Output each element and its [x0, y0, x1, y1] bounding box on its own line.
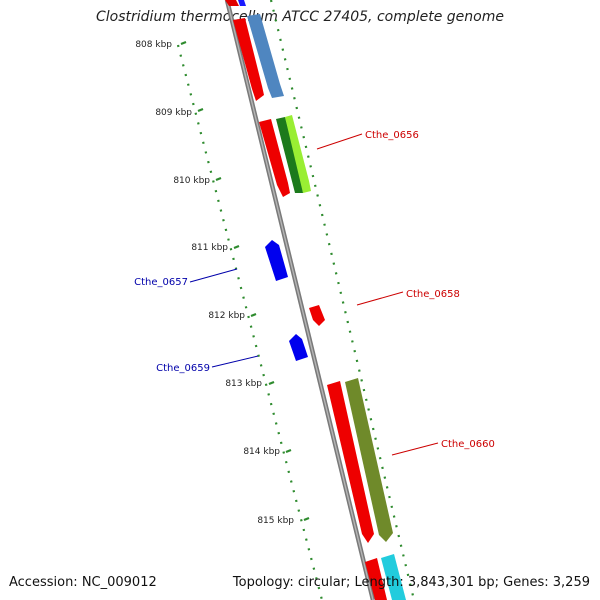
kbp-label: 814 kbp	[243, 447, 280, 457]
gene-feature[interactable]	[225, 0, 239, 6]
kbp-label: 813 kbp	[225, 379, 262, 389]
kbp-label: 809 kbp	[155, 108, 192, 118]
outer-tick-track	[269, 0, 416, 600]
gene-label-cthe-0658[interactable]: Cthe_0658	[406, 289, 460, 300]
gene-feature[interactable]	[233, 18, 264, 101]
gene-feature-cthe-0660[interactable]	[345, 378, 393, 542]
kbp-ticks	[180, 40, 310, 522]
gene-feature[interactable]	[259, 119, 290, 197]
leader-line	[356, 291, 404, 306]
genome-info-text: Topology: circular; Length: 3,843,301 bp…	[232, 575, 590, 590]
gene-feature[interactable]	[327, 381, 374, 543]
kbp-label: 811 kbp	[191, 243, 228, 253]
accession-text: Accession: NC_009012	[9, 575, 157, 590]
inner-tick-track	[176, 44, 324, 600]
leader-line	[316, 133, 363, 150]
leader-line	[391, 442, 439, 456]
genome-backbone-highlight	[226, 0, 374, 600]
leader-line	[189, 268, 238, 283]
kbp-label: 812 kbp	[208, 311, 245, 321]
gene-label-cthe-0657[interactable]: Cthe_0657	[134, 277, 188, 288]
gene-feature[interactable]	[381, 554, 406, 600]
gene-feature[interactable]	[285, 115, 311, 193]
gene-label-cthe-0656[interactable]: Cthe_0656	[365, 130, 419, 141]
gene-feature-cthe-0658[interactable]	[309, 305, 325, 326]
gene-feature-cthe-0657[interactable]	[265, 240, 288, 281]
kbp-label: 808 kbp	[135, 40, 172, 50]
gene-feature[interactable]	[365, 558, 387, 600]
gene-feature[interactable]	[247, 14, 284, 98]
gene-feature-cthe-0659[interactable]	[289, 334, 308, 361]
gene-feature[interactable]	[238, 0, 246, 6]
gene-label-cthe-0659[interactable]: Cthe_0659	[156, 363, 210, 374]
leader-line	[211, 355, 259, 368]
gene-label-cthe-0660[interactable]: Cthe_0660	[441, 439, 495, 450]
kbp-label: 815 kbp	[257, 516, 294, 526]
gene-feature[interactable]	[276, 117, 303, 193]
map-title: Clostridium thermocellum ATCC 27405, com…	[96, 9, 504, 25]
kbp-label: 810 kbp	[173, 176, 210, 186]
